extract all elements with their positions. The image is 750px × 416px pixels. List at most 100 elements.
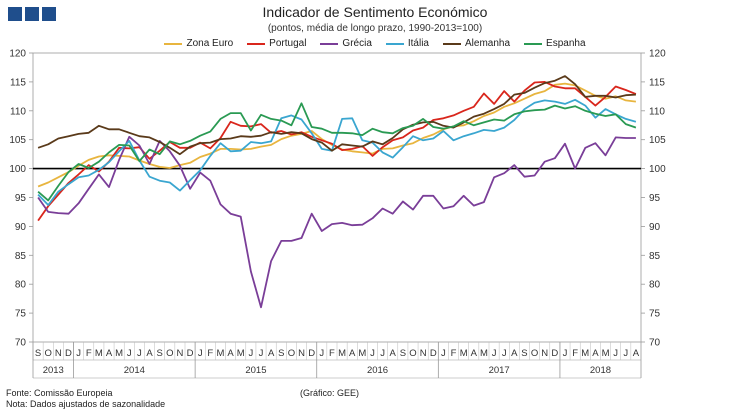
x-month-label: M <box>217 348 225 359</box>
legend-swatch <box>443 42 461 45</box>
legend-item: Alemanha <box>443 38 510 49</box>
x-month-label: A <box>227 348 234 359</box>
y-tick-label-right: 95 <box>649 193 661 204</box>
x-month-label: J <box>370 348 375 359</box>
x-month-label: A <box>511 348 518 359</box>
x-month-label: J <box>563 348 568 359</box>
x-month-label: A <box>268 348 275 359</box>
legend-item: Itália <box>385 38 429 49</box>
x-month-label: O <box>45 348 52 359</box>
legend-swatch <box>247 42 266 45</box>
x-month-label: J <box>76 348 81 359</box>
footer-credit: (Gráfico: GEE) <box>300 388 360 398</box>
x-month-label: N <box>55 348 62 359</box>
x-year-label: 2018 <box>590 365 611 376</box>
x-month-label: J <box>492 348 497 359</box>
x-month-label: O <box>166 348 173 359</box>
x-month-label: J <box>248 348 253 359</box>
legend-label: Zona Euro <box>186 38 234 49</box>
x-month-label: A <box>471 348 478 359</box>
x-month-label: J <box>613 348 618 359</box>
x-month-label: N <box>541 348 548 359</box>
x-month-label: O <box>288 348 295 359</box>
footer-note: Nota: Dados ajustados de sazonalidade <box>6 399 166 409</box>
legend-swatch <box>164 42 183 45</box>
x-year-label: 2017 <box>489 365 510 376</box>
legend-label: Portugal <box>269 38 307 49</box>
x-month-label: A <box>349 348 356 359</box>
x-month-label: D <box>187 348 194 359</box>
y-tick-label-left: 120 <box>9 49 26 60</box>
footer-source: Fonte: Comissão Europeia <box>6 388 113 398</box>
y-tick-label-left: 95 <box>15 193 27 204</box>
series-line-itlia <box>37 98 637 206</box>
y-tick-label-right: 90 <box>649 222 661 233</box>
chart-subtitle: (pontos, média de longo prazo, 1990-2013… <box>267 23 483 34</box>
x-month-label: S <box>278 348 284 359</box>
x-month-label: D <box>430 348 437 359</box>
legend-swatch <box>385 42 404 45</box>
series-line-portugal <box>37 81 637 222</box>
y-tick-label-left: 75 <box>15 309 27 320</box>
x-month-label: J <box>137 348 142 359</box>
x-month-label: J <box>259 348 264 359</box>
plot-frame <box>32 52 642 343</box>
x-year-label: 2013 <box>43 365 64 376</box>
logo-square-1 <box>8 7 22 21</box>
x-month-label: S <box>400 348 406 359</box>
legend-label: Grécia <box>342 38 372 49</box>
x-month-label: J <box>441 348 446 359</box>
x-year-label: 2016 <box>367 365 388 376</box>
gee-logo <box>8 7 56 21</box>
x-month-label: M <box>581 348 589 359</box>
x-month-label: J <box>319 348 324 359</box>
x-month-label: M <box>237 348 245 359</box>
y-tick-label-left: 100 <box>9 164 26 175</box>
x-month-label: J <box>502 348 507 359</box>
x-month-label: M <box>338 348 346 359</box>
y-tick-label-right: 75 <box>649 309 661 320</box>
x-month-label: S <box>521 348 527 359</box>
x-month-label: N <box>176 348 183 359</box>
series-line-alemanha <box>37 75 636 156</box>
x-month-label: N <box>420 348 427 359</box>
chart-title: Indicador de Sentimento Económico <box>262 4 488 20</box>
y-tick-label-left: 110 <box>10 106 26 117</box>
x-year-label: 2014 <box>124 365 145 376</box>
series-line-espanha <box>37 102 637 202</box>
x-month-label: A <box>106 348 113 359</box>
x-month-label: M <box>95 348 103 359</box>
logo-square-3 <box>42 7 56 21</box>
y-tick-label-right: 110 <box>649 106 665 117</box>
x-year-label: 2015 <box>245 365 266 376</box>
x-month-label: M <box>460 348 468 359</box>
legend-item: Zona Euro <box>164 38 233 49</box>
y-tick-label-right: 70 <box>649 338 661 349</box>
y-tick-label-left: 85 <box>15 251 27 262</box>
x-month-label: A <box>146 348 153 359</box>
x-month-label: J <box>380 348 385 359</box>
x-month-label: F <box>572 348 578 359</box>
y-tick-label-right: 115 <box>649 77 665 88</box>
x-month-label: A <box>592 348 599 359</box>
x-month-label: N <box>298 348 305 359</box>
y-tick-label-left: 105 <box>9 135 26 146</box>
y-tick-label-right: 120 <box>649 49 666 60</box>
x-month-label: F <box>329 348 335 359</box>
x-month-label: O <box>409 348 416 359</box>
legend-swatch <box>320 42 339 45</box>
legend-swatch <box>524 42 543 45</box>
x-month-label: M <box>115 348 123 359</box>
legend-label: Itália <box>407 38 429 49</box>
x-month-label: D <box>551 348 558 359</box>
legend-label: Espanha <box>546 38 586 49</box>
legend-item: Espanha <box>524 38 586 49</box>
legend-label: Alemanha <box>465 38 511 49</box>
y-tick-label-right: 100 <box>649 164 666 175</box>
x-month-label: D <box>308 348 315 359</box>
x-month-label: A <box>390 348 397 359</box>
x-month-label: M <box>480 348 488 359</box>
x-month-label: D <box>65 348 72 359</box>
x-month-label: J <box>127 348 132 359</box>
